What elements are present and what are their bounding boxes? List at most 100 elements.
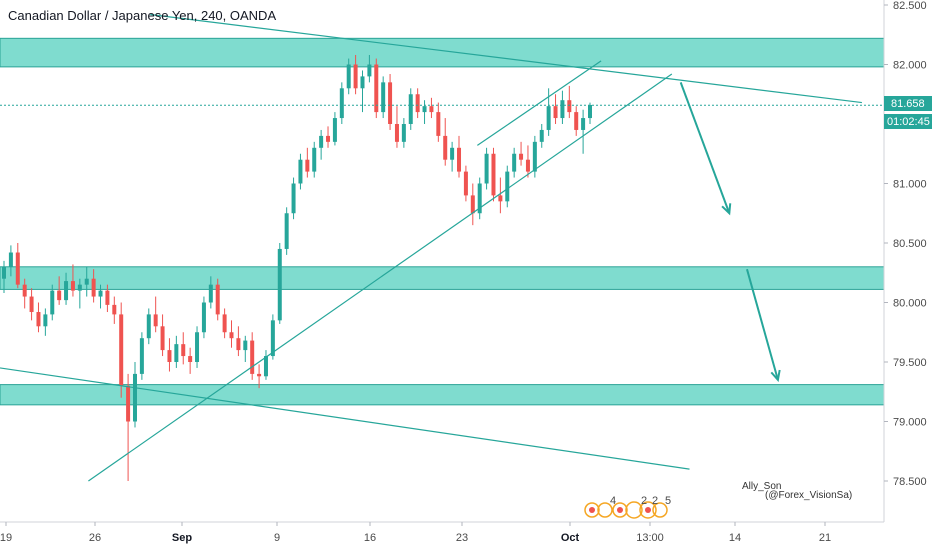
candle-body [8, 252, 13, 267]
candle-body [532, 141, 537, 172]
candle-body [201, 302, 206, 333]
candle-body [15, 252, 20, 285]
candle-body [422, 106, 427, 113]
price-tick-label: 81.000 [893, 179, 927, 191]
candle-body [257, 373, 262, 377]
candle-body [43, 314, 48, 327]
candle-body [284, 213, 289, 249]
candle-body [560, 100, 565, 119]
candle-body [29, 296, 34, 313]
candle-body [374, 64, 379, 113]
candle-body [229, 332, 234, 339]
event-count: 5 [665, 495, 671, 507]
time-tick-label: 19 [0, 532, 12, 544]
projection-arrow[interactable] [746, 268, 779, 381]
candle-body [394, 124, 399, 142]
candle-body [436, 112, 441, 136]
price-axis-ticks: 82.50082.00081.50081.00080.50080.00079.5… [884, 0, 927, 488]
arrow-head [721, 203, 732, 216]
candle-body [57, 290, 62, 301]
candle-body [188, 356, 193, 362]
candle-body [470, 195, 475, 214]
candle-body [153, 314, 158, 327]
candle-body [2, 266, 6, 279]
candle-body [367, 64, 372, 77]
time-axis-ticks: 19 26 Sep 9 16 23 Oct 13:00 14 21 [0, 522, 831, 544]
time-tick-label: 21 [819, 532, 831, 544]
candle-body [146, 314, 151, 339]
price-tick-label: 80.500 [893, 238, 927, 250]
event-count: 4 [610, 495, 616, 507]
price-zone[interactable] [0, 37, 885, 68]
candle-body [491, 153, 496, 196]
candle-body [477, 183, 482, 214]
candle-body [236, 338, 241, 351]
candle-body [519, 153, 524, 160]
candle-body [84, 278, 89, 285]
trendline[interactable] [88, 73, 673, 482]
candle-body [126, 385, 131, 422]
candle-body [319, 135, 324, 148]
trendline[interactable] [150, 13, 862, 104]
price-tick-label: 80.000 [893, 298, 927, 310]
trendlines [0, 13, 862, 482]
candle-body [132, 373, 137, 422]
time-tick-label: Oct [561, 532, 580, 544]
countdown-label: 01:02:45 [887, 116, 930, 128]
candle-body [505, 171, 510, 202]
candle-body [243, 340, 248, 351]
candle-body [429, 106, 434, 113]
candle-body [167, 350, 172, 362]
event-icon [612, 502, 628, 518]
chart-title: Canadian Dollar / Japanese Yen, 240, OAN… [8, 8, 276, 23]
projection-arrow[interactable] [679, 82, 731, 214]
price-tick-label: 82.500 [893, 0, 927, 12]
candle-body [484, 153, 489, 184]
candle-body [222, 314, 227, 333]
candle-body [98, 290, 103, 297]
candle-body [588, 104, 592, 119]
candle-body [208, 284, 213, 303]
candle-body [401, 124, 406, 142]
event-icons[interactable]: 4 2 2 5 [584, 495, 671, 519]
candle-body [326, 135, 331, 142]
support-resistance-zones [0, 37, 885, 406]
candle-body [91, 278, 96, 297]
candle-body [298, 159, 303, 184]
candle-body [463, 171, 468, 196]
trendline[interactable] [0, 367, 690, 470]
author-name: Ally_Son [742, 481, 781, 492]
candle-body [291, 183, 296, 214]
candle-body [215, 284, 220, 315]
candle-body [339, 88, 344, 119]
candle-body [277, 248, 282, 321]
arrow-head [770, 369, 781, 383]
candle-body [553, 106, 558, 119]
flag-dot-icon [589, 507, 595, 513]
time-tick-label: 16 [364, 532, 376, 544]
time-tick-label: 13:00 [636, 532, 664, 544]
candle-body [512, 153, 517, 172]
candle-body [498, 195, 503, 202]
event-icon [584, 502, 600, 518]
countdown-tag [884, 114, 932, 129]
candle-body [457, 147, 462, 172]
candle-body [443, 135, 448, 160]
time-tick-label: 26 [89, 532, 101, 544]
candle-body [539, 129, 544, 142]
candle-body [174, 344, 179, 362]
price-axis-bg [884, 0, 932, 522]
candle-body [50, 290, 55, 315]
candle-body [195, 332, 200, 362]
projection-arrows [679, 82, 781, 383]
candle-body [332, 118, 337, 142]
flag-dot-icon [617, 507, 623, 513]
candle-body [36, 312, 41, 327]
candle-body [22, 284, 27, 297]
candles [2, 54, 592, 481]
trendline[interactable] [477, 60, 602, 146]
candle-body [119, 314, 124, 386]
candle-body [415, 94, 420, 113]
candle-body [525, 159, 530, 172]
